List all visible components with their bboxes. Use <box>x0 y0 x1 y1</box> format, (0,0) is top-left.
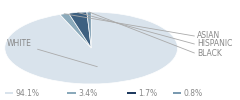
Text: HISPANIC: HISPANIC <box>197 40 232 48</box>
Text: BLACK: BLACK <box>197 48 222 58</box>
Text: 3.4%: 3.4% <box>78 88 97 98</box>
FancyBboxPatch shape <box>127 92 136 94</box>
Text: 94.1%: 94.1% <box>16 88 40 98</box>
Wedge shape <box>69 12 91 48</box>
Text: ASIAN: ASIAN <box>197 32 220 40</box>
Text: WHITE: WHITE <box>7 40 97 67</box>
FancyBboxPatch shape <box>67 92 76 94</box>
Text: 0.8%: 0.8% <box>184 88 203 98</box>
Wedge shape <box>5 12 178 84</box>
FancyBboxPatch shape <box>173 92 181 94</box>
Wedge shape <box>60 13 91 48</box>
Text: 1.7%: 1.7% <box>138 88 157 98</box>
Wedge shape <box>87 12 91 48</box>
FancyBboxPatch shape <box>5 92 13 94</box>
